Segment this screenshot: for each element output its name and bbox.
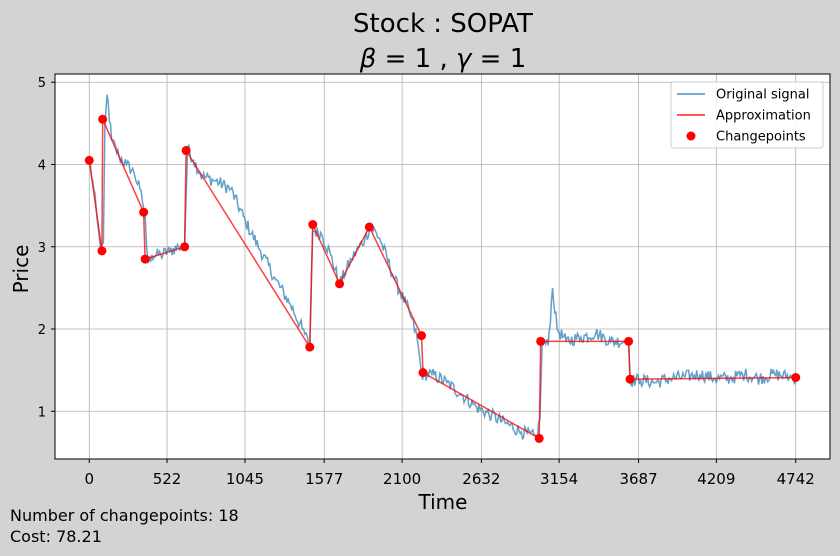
changepoint-marker [536, 336, 546, 346]
beta-equals: = [385, 44, 415, 74]
changepoint-marker [624, 336, 634, 346]
changepoint-marker [180, 242, 190, 252]
changepoint-marker [625, 374, 635, 384]
changepoint-marker [305, 342, 315, 352]
x-tick-label: 3687 [619, 470, 657, 488]
legend-swatch-marker [686, 131, 696, 141]
x-tick-label: 4209 [697, 470, 735, 488]
cost: Cost: 78.21 [10, 527, 102, 546]
series-layer [84, 94, 801, 443]
changepoint-marker [97, 246, 107, 256]
y-tick-label: 5 [38, 76, 46, 91]
ticks: 0 522 1045 1577 2100 2632 3154 3687 4209 4742 1 2 3 4… [38, 76, 815, 488]
legend: Original signal Approximation Changepoints [670, 81, 824, 149]
y-tick-label: 1 [38, 405, 46, 420]
y-axis-label: Price [9, 245, 33, 294]
axes-frame [54, 73, 831, 460]
x-tick-label: 3154 [540, 470, 578, 488]
gamma-symbol: γ [456, 44, 473, 74]
cost-label: Cost: [10, 527, 51, 546]
y-tick-label: 3 [38, 241, 46, 256]
x-tick-label: 1045 [226, 470, 264, 488]
y-tick-label: 4 [38, 158, 46, 173]
cost-value: 78.21 [56, 527, 102, 546]
y-tick-label: 2 [38, 323, 46, 338]
changepoint-marker [308, 220, 318, 230]
changepoint-marker [98, 114, 108, 124]
x-tick-label: 2100 [383, 470, 421, 488]
changepoints-count: Number of changepoints: 18 [10, 506, 239, 525]
changepoints-count-label: Number of changepoints: [10, 506, 214, 525]
axes [54, 73, 831, 460]
x-tick-label: 0 [84, 470, 94, 488]
original-signal-line [88, 94, 797, 441]
title-comma: , [439, 44, 456, 74]
x-tick-label: 4742 [777, 470, 815, 488]
changepoint-marker [84, 155, 94, 165]
x-tick-label: 1577 [305, 470, 343, 488]
x-tick-label: 522 [153, 470, 182, 488]
changepoints-count-value: 18 [218, 506, 239, 525]
changepoint-marker [791, 373, 801, 383]
changepoint-marker [364, 222, 374, 232]
chart-subtitle: β = 1 , γ = 1 [359, 44, 527, 74]
changepoint-marker [335, 279, 345, 289]
x-axis-label: Time [418, 490, 468, 514]
changepoint-marker [534, 433, 544, 443]
gamma-equals: = [480, 44, 510, 74]
chart-title: Stock : SOPAT [353, 9, 533, 39]
legend-label: Approximation [716, 109, 811, 124]
beta-value: 1 [415, 44, 432, 74]
legend-label: Changepoints [716, 130, 806, 145]
changepoint-marker [181, 146, 191, 156]
changepoint-marker [139, 207, 149, 217]
changepoint-marker [416, 331, 426, 341]
legend-label: Original signal [716, 88, 809, 103]
legend-box [670, 81, 824, 149]
x-tick-label: 2632 [462, 470, 500, 488]
changepoint-marker [140, 254, 150, 264]
beta-symbol: β [359, 44, 377, 74]
changepoint-marker [418, 368, 428, 378]
gamma-value: 1 [510, 44, 527, 74]
approximation-line [88, 118, 796, 440]
